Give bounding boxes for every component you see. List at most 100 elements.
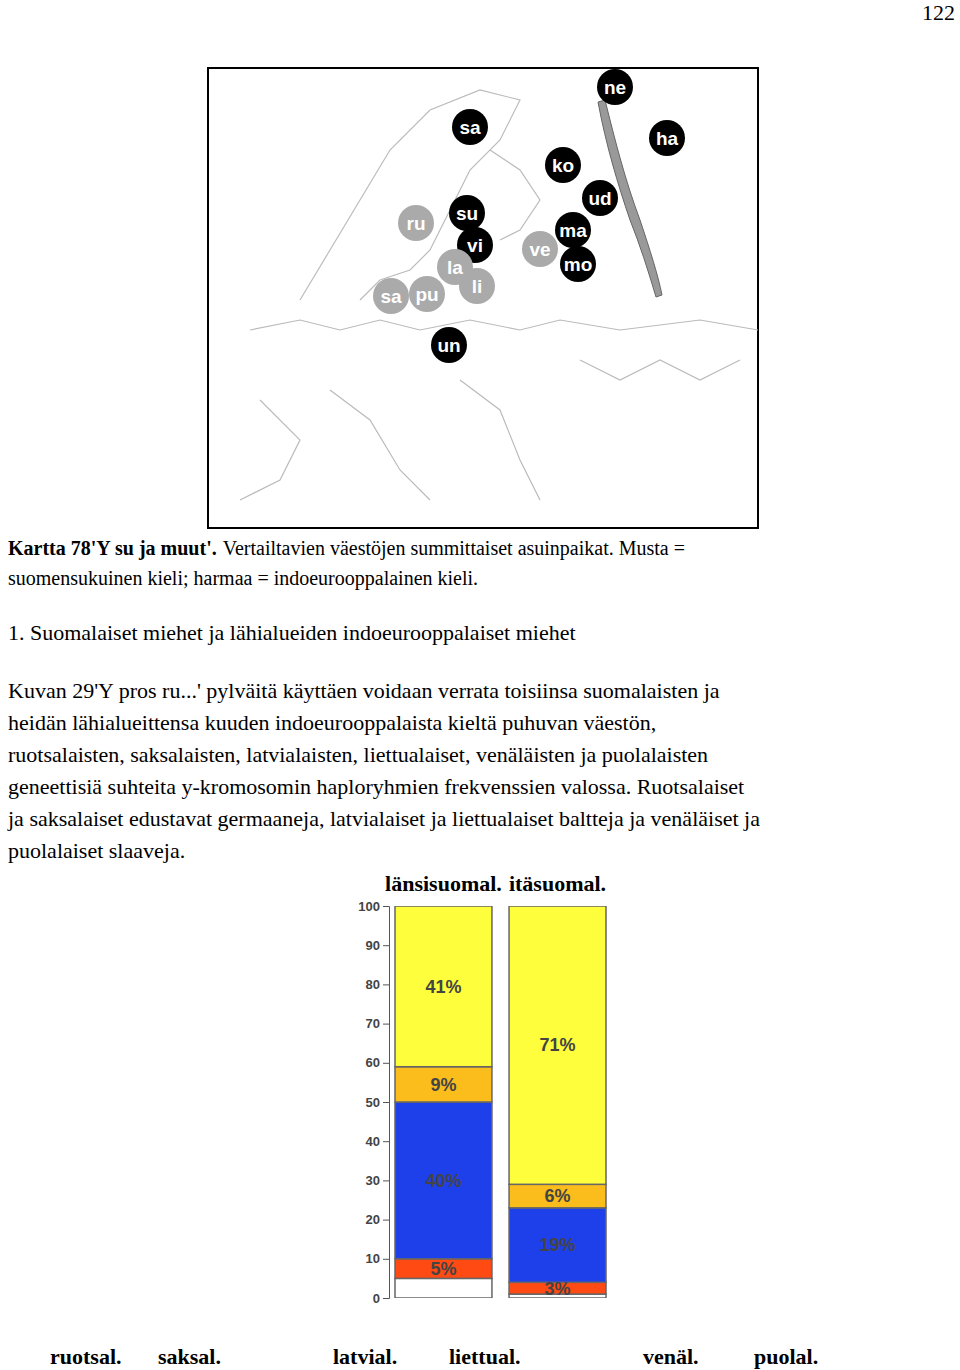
y-tick: 70 (366, 1016, 389, 1031)
data-label: 9% (430, 1075, 456, 1095)
marker-circle (582, 180, 618, 216)
footer-label: ruotsal. (50, 1344, 122, 1369)
marker-circle (398, 205, 434, 241)
caption-line: suomensukuinen kieli; harmaa = indoeuroo… (8, 567, 478, 590)
data-label: 5% (430, 1259, 456, 1279)
y-tick: 30 (366, 1173, 389, 1188)
map-marker: ru (398, 205, 434, 241)
marker-label: vi (467, 235, 483, 256)
marker-circle (649, 120, 685, 156)
paragraph-line: puolalaiset slaaveja. (8, 838, 185, 863)
bar-segment (395, 906, 492, 1067)
marker-label: ko (552, 155, 574, 176)
marker-label: su (456, 203, 478, 224)
marker-circle (452, 109, 488, 145)
coastline (460, 380, 540, 500)
tick-label: 50 (366, 1095, 380, 1110)
tick-mark (383, 1024, 389, 1025)
map-marker: ko (545, 147, 581, 183)
caption-bold: Kartta 78'Y su ja muut'. (8, 537, 217, 560)
tick-mark (383, 984, 389, 985)
coastline (300, 90, 520, 300)
tick-mark (383, 1180, 389, 1181)
marker-circle (373, 278, 409, 314)
marker-label: ha (656, 128, 679, 149)
y-tick: 80 (366, 977, 389, 992)
marker-label: ma (559, 220, 587, 241)
tick-mark (383, 1298, 389, 1299)
tick-mark (383, 1141, 389, 1142)
map-marker: su (449, 195, 485, 231)
paragraph-line: ja saksalaiset edustavat germaaneja, lat… (7, 806, 760, 831)
marker-label: ru (407, 213, 426, 234)
map-marker: sa (373, 278, 409, 314)
tick-mark (383, 945, 389, 946)
page-number: 122 (922, 0, 955, 25)
map-marker: ma (555, 212, 591, 248)
marker-circle (545, 147, 581, 183)
footer-label: latvial. (333, 1344, 397, 1369)
data-label: 71% (540, 1035, 576, 1055)
coastline (240, 400, 300, 500)
map-marker: ha (649, 120, 685, 156)
tick-label: 30 (366, 1173, 380, 1188)
footer-label: venäl. (643, 1344, 699, 1369)
tick-label: 60 (366, 1055, 380, 1070)
map-marker: ne (597, 69, 633, 105)
tick-label: 20 (366, 1212, 380, 1227)
marker-label: ne (604, 77, 626, 98)
data-label: 19% (540, 1235, 576, 1255)
tick-label: 80 (366, 977, 380, 992)
axis-line (383, 907, 390, 1299)
paragraph-line: Kuvan 29'Y pros ru...' pylväitä käyttäen… (8, 678, 720, 703)
bar-segment (395, 1067, 492, 1102)
page: 122nesahakoudrusuvimavemolalisapuunKartt… (0, 0, 960, 1370)
tick-mark (383, 906, 389, 907)
marker-circle (522, 231, 558, 267)
y-tick: 10 (366, 1251, 389, 1266)
data-label: 3% (545, 1279, 571, 1299)
map-marker: ud (582, 180, 618, 216)
data-label: 40% (425, 1171, 461, 1191)
map-frame (208, 68, 758, 528)
bar-segment (509, 1184, 606, 1208)
coastline (580, 360, 740, 380)
caption-line: Vertailtavien väestöjen summittaiset asu… (223, 537, 685, 560)
y-tick: 0 (373, 1291, 389, 1306)
paragraph-line: ruotsalaisten, saksalaisten, latvialaist… (8, 742, 708, 767)
marker-label: la (447, 257, 463, 278)
marker-label: sa (459, 117, 481, 138)
heading: 1. Suomalaiset miehet ja lähialueiden in… (8, 620, 576, 645)
data-label: 41% (425, 977, 461, 997)
data-label: 6% (545, 1186, 571, 1206)
bar-segment (395, 1102, 492, 1259)
tick-label: 70 (366, 1016, 380, 1031)
paragraph-line: heidän lähialueittensa kuuden indoeuroop… (8, 710, 656, 735)
category-label: länsisuomal. (385, 871, 502, 896)
data-labels: 5% 40% 9% 41% 3% 19% 6% 71% (425, 977, 575, 1299)
bar-segment (509, 1208, 606, 1282)
tick-label: 0 (373, 1291, 380, 1306)
caption: Kartta 78'Y su ja muut'. Vertailtavien vä… (8, 537, 685, 560)
category-label: itäsuomal. (509, 871, 606, 896)
footer-label: puolal. (754, 1344, 818, 1369)
map-marker: li (459, 268, 495, 304)
marker-circle (459, 268, 495, 304)
marker-circle (409, 276, 445, 312)
marker-label: mo (564, 254, 593, 275)
marker-circle (597, 69, 633, 105)
chart: 01020304050607080901005%40%9%41%3%19%6%7… (358, 871, 606, 1306)
marker-circle (555, 212, 591, 248)
tick-label: 90 (366, 938, 380, 953)
marker-circle (431, 327, 467, 363)
map-marker: mo (560, 246, 596, 282)
tick-label: 10 (366, 1251, 380, 1266)
marker-label: li (472, 276, 483, 297)
marker-label: pu (415, 284, 438, 305)
coastline (330, 390, 430, 500)
tick-mark (383, 1259, 389, 1260)
bars (395, 906, 606, 1298)
tick-label: 100 (358, 899, 380, 914)
footer-label: saksal. (158, 1344, 221, 1369)
tick-mark (383, 1220, 389, 1221)
